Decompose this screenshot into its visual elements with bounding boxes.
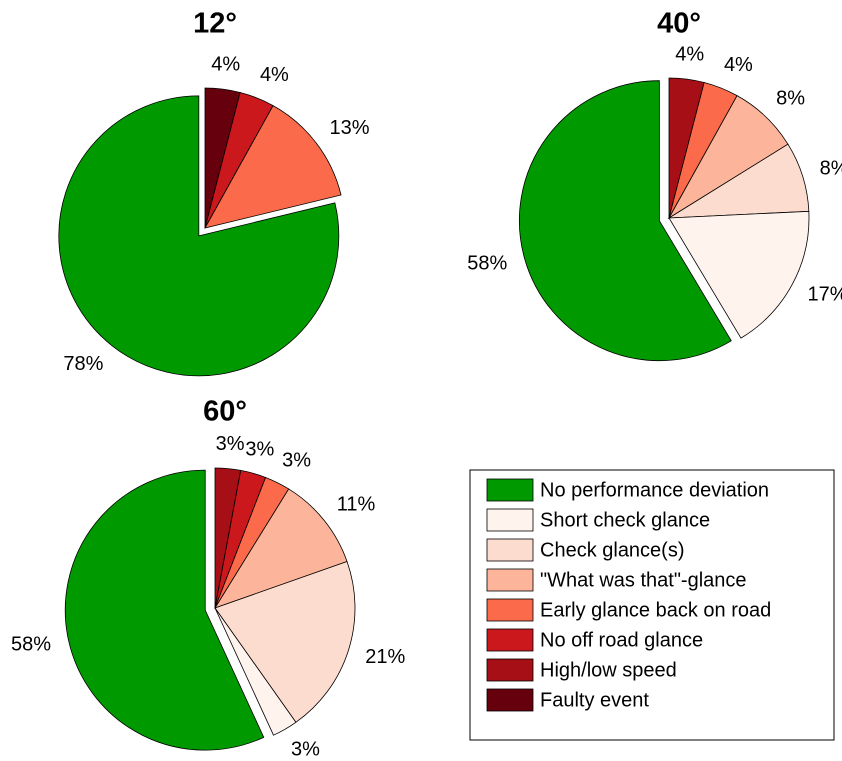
slice-label: 17% [808, 284, 842, 306]
pie-slice [64, 469, 265, 751]
legend-label: No performance deviation [540, 479, 769, 501]
slice-label: 78% [63, 353, 103, 375]
slice-label: 3% [216, 433, 245, 455]
slice-label: 13% [330, 117, 370, 139]
chart-title: 40° [657, 8, 701, 40]
legend-swatch [486, 658, 534, 682]
pie-slice [214, 488, 348, 609]
slice-label: 4% [675, 44, 704, 66]
legend-label: High/low speed [540, 659, 677, 681]
slice-label: 3% [245, 439, 274, 461]
chart-title: 60° [203, 396, 247, 428]
pie-slice [214, 560, 356, 723]
legend-swatch [486, 478, 534, 502]
slice-label: 4% [724, 54, 753, 76]
pie-slice [519, 80, 732, 362]
slice-label: 21% [365, 646, 405, 668]
slice-label: 4% [260, 64, 289, 86]
slice-label: 8% [776, 88, 805, 110]
legend-swatch [486, 598, 534, 622]
pie-slice [58, 95, 340, 377]
legend-swatch [486, 568, 534, 592]
pie-slice [214, 607, 297, 736]
legend-label: Short check glance [540, 509, 710, 531]
slice-label: 4% [211, 54, 240, 76]
slice-label: 3% [291, 738, 320, 760]
legend-swatch [486, 628, 534, 652]
legend-swatch [486, 688, 534, 712]
legend-swatch [486, 508, 534, 532]
legend-label: Check glance(s) [540, 539, 685, 561]
slice-label: 58% [467, 253, 507, 275]
pie-slice [204, 105, 342, 229]
chart-title: 12° [193, 8, 237, 40]
slice-label: 58% [11, 634, 51, 656]
legend-label: "What was that"-glance [540, 569, 747, 591]
legend-label: Faulty event [540, 689, 649, 711]
pie-slice [668, 210, 810, 339]
legend-label: No off road glance [540, 629, 703, 651]
slice-label: 11% [337, 493, 376, 515]
legend-swatch [486, 538, 534, 562]
slice-label: 8% [820, 158, 842, 180]
slice-label: 3% [282, 449, 311, 471]
legend-label: Early glance back on road [540, 599, 771, 621]
